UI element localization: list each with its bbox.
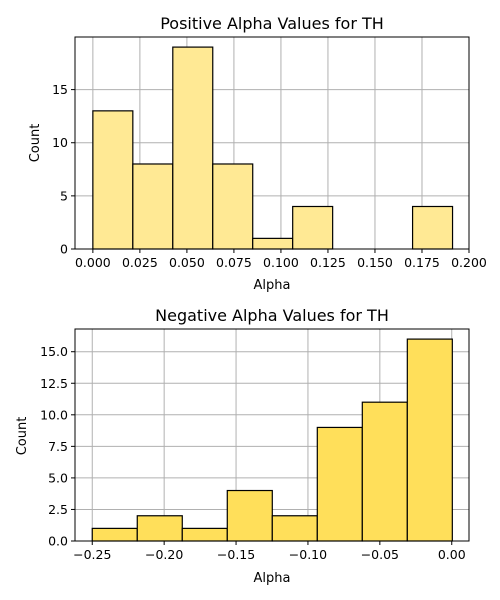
y-tick-label: 2.5 [48, 502, 68, 517]
y-axis-label: Count [28, 124, 43, 163]
histogram-bar [406, 338, 453, 542]
histogram-bar [181, 527, 228, 542]
histogram-bar [91, 527, 138, 542]
y-tick-label: 0 [60, 242, 68, 257]
y-tick-label: 10.0 [40, 407, 68, 422]
x-tick-label: 0.075 [216, 255, 252, 270]
histogram-bar [172, 46, 214, 250]
x-tick-label: 0.000 [75, 255, 111, 270]
histogram-bar [212, 163, 254, 250]
histogram-bar [271, 515, 318, 542]
x-tick-label: 0.00 [438, 547, 466, 562]
x-tick-label: −0.10 [289, 547, 327, 562]
y-tick-label: 0.0 [48, 534, 68, 549]
x-tick-label: 0.125 [310, 255, 346, 270]
chart-title: Positive Alpha Values for TH [160, 14, 384, 33]
chart-title: Negative Alpha Values for TH [155, 306, 389, 325]
x-tick-label: 0.200 [451, 255, 487, 270]
y-tick-label: 10 [52, 135, 68, 150]
y-tick-label: 12.5 [40, 376, 68, 391]
histogram-bar [132, 163, 174, 250]
histogram-bar [92, 110, 134, 250]
y-tick-label: 5 [60, 188, 68, 203]
histogram-bar [252, 237, 294, 250]
y-tick-label: 15.0 [40, 344, 68, 359]
x-tick-label: 0.025 [122, 255, 158, 270]
plot-frame [74, 328, 470, 542]
y-tick-label: 15 [52, 82, 68, 97]
y-tick-label: 7.5 [48, 439, 68, 454]
plot-frame [74, 36, 470, 250]
histogram-bar [411, 205, 454, 250]
histogram-bar [361, 401, 408, 542]
x-tick-label: −0.15 [217, 547, 255, 562]
x-tick-label: −0.05 [361, 547, 399, 562]
x-tick-label: −0.20 [145, 547, 183, 562]
histogram-bar [292, 205, 334, 250]
x-tick-label: 0.150 [357, 255, 393, 270]
x-tick-label: 0.100 [263, 255, 299, 270]
x-tick-label: 0.175 [404, 255, 440, 270]
positive-alpha-histogram: Positive Alpha Values for TH 0.000 0.025 0… [28, 14, 487, 293]
x-axis-label: Alpha [254, 571, 291, 586]
histogram-bar [136, 515, 183, 542]
x-axis-label: Alpha [254, 278, 291, 293]
y-axis-label: Count [15, 417, 30, 456]
negative-alpha-histogram: Negative Alpha Values for TH −0.25 −0.20 −… [15, 306, 470, 586]
x-tick-label: 0.050 [169, 255, 205, 270]
histogram-bar [316, 426, 363, 542]
histogram-bar [226, 489, 273, 542]
y-tick-label: 5.0 [48, 470, 68, 485]
x-tick-label: −0.25 [73, 547, 111, 562]
